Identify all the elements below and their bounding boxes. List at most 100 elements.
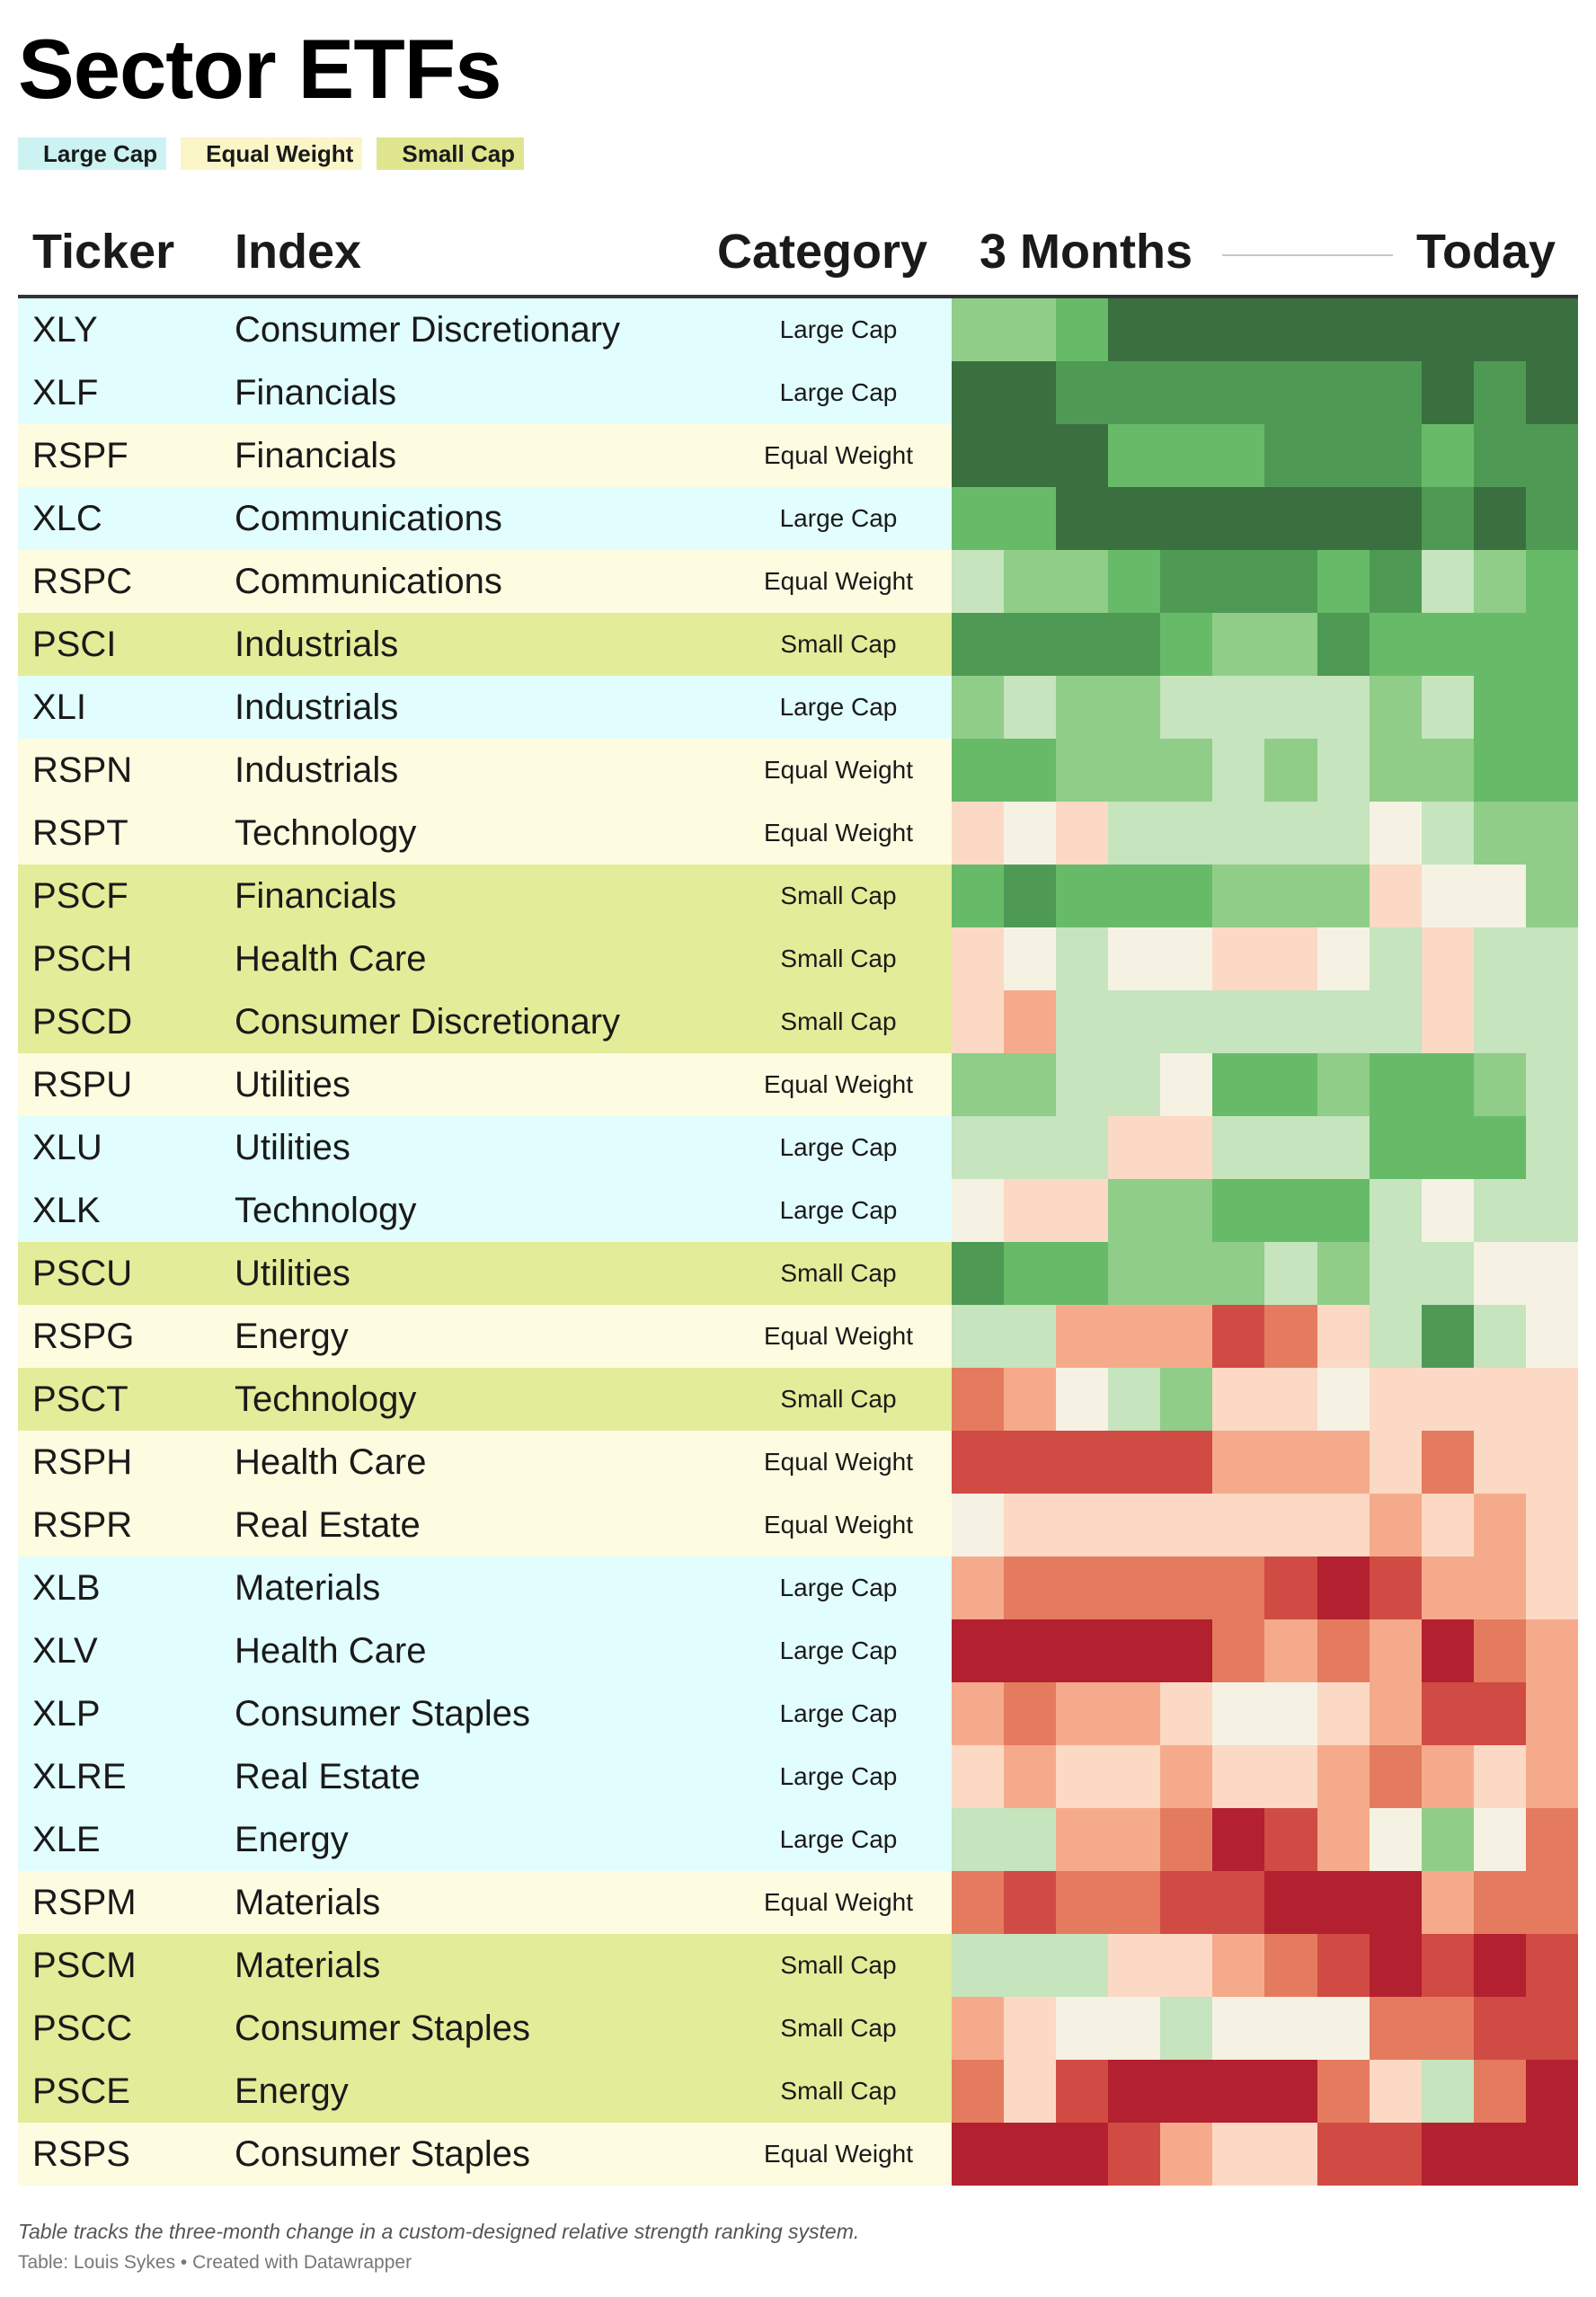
heatmap-cell	[1212, 613, 1265, 676]
heatmap-cell	[1473, 1368, 1526, 1431]
heatmap-strip	[952, 1808, 1578, 1871]
heatmap-cell	[1421, 1368, 1474, 1431]
heatmap-cell	[1421, 1305, 1474, 1368]
heatmap-cell	[1160, 990, 1213, 1053]
heatmap-cell	[1473, 1431, 1526, 1494]
heatmap-cell	[1317, 298, 1370, 361]
heatmap-cell	[1056, 1116, 1109, 1179]
table-row: RSPS Consumer Staples Equal Weight	[18, 2123, 1578, 2186]
heatmap-cell	[1108, 1179, 1161, 1242]
heatmap-cell	[1264, 298, 1317, 361]
row-category-band	[18, 1242, 952, 1305]
ticker-cell: PSCC	[32, 2009, 133, 2048]
heatmap-cell	[1525, 1305, 1578, 1368]
heatmap-cell	[1108, 1619, 1161, 1682]
category-cell: Large Cap	[779, 378, 898, 406]
heatmap-cell	[1056, 990, 1109, 1053]
category-cell: Small Cap	[780, 1259, 897, 1287]
header-index[interactable]: Index	[235, 225, 362, 279]
heatmap-cell	[1473, 1053, 1526, 1116]
heatmap-cell	[1317, 2123, 1370, 2186]
heatmap-cell	[1369, 1556, 1422, 1619]
row-category-band	[18, 1871, 952, 1934]
index-cell: Financials	[235, 436, 397, 475]
heatmap-cell	[1317, 865, 1370, 927]
heatmap-cell	[1317, 2060, 1370, 2123]
ticker-cell: RSPF	[32, 436, 129, 475]
heatmap-cell	[1160, 1619, 1213, 1682]
heatmap-cell	[1160, 1305, 1213, 1368]
ticker-cell: PSCI	[32, 625, 117, 664]
table-row: PSCH Health Care Small Cap	[18, 927, 1578, 990]
heatmap-cell	[1264, 424, 1317, 487]
heatmap-cell	[952, 739, 1005, 802]
heatmap-cell	[1004, 1808, 1057, 1871]
heatmap-cell	[1108, 424, 1161, 487]
table-row: XLY Consumer Discretionary Large Cap	[18, 298, 1578, 361]
heatmap-cell	[1473, 613, 1526, 676]
heatmap-cell	[1264, 1682, 1317, 1745]
heatmap-cell	[1421, 487, 1474, 550]
header-ticker[interactable]: Ticker	[32, 225, 175, 279]
heatmap-cell	[1473, 1997, 1526, 2060]
heatmap-cell	[1108, 865, 1161, 927]
category-cell: Equal Weight	[763, 1070, 914, 1098]
heatmap-cell	[1369, 1053, 1422, 1116]
heatmap-cell	[1160, 1494, 1213, 1556]
heatmap-cell	[1525, 2123, 1578, 2186]
heatmap-cell	[1108, 1116, 1161, 1179]
index-cell: Consumer Staples	[235, 2009, 531, 2048]
heatmap-cell	[1369, 2060, 1422, 2123]
row-category-band	[18, 1494, 952, 1556]
heatmap-cell	[952, 1494, 1005, 1556]
heatmap-cell	[1317, 1116, 1370, 1179]
table-row: RSPF Financials Equal Weight	[18, 424, 1578, 487]
row-category-band	[18, 487, 952, 550]
heatmap-cell	[1369, 739, 1422, 802]
category-cell: Large Cap	[779, 504, 898, 532]
heatmap-cell	[1317, 1053, 1370, 1116]
index-cell: Utilities	[235, 1254, 350, 1293]
heatmap-strip	[952, 1934, 1578, 1997]
heatmap-cell	[1369, 1116, 1422, 1179]
heatmap-cell	[1317, 1305, 1370, 1368]
heatmap-cell	[1369, 1997, 1422, 2060]
index-cell: Materials	[235, 1946, 381, 1985]
category-cell: Small Cap	[780, 1007, 897, 1035]
heatmap-cell	[1421, 1179, 1474, 1242]
heatmap-cell	[1317, 1808, 1370, 1871]
heatmap-cell	[1264, 1619, 1317, 1682]
heatmap-cell	[1421, 802, 1474, 865]
heatmap-cell	[1004, 802, 1057, 865]
heatmap-cell	[952, 1431, 1005, 1494]
heatmap-cell	[1056, 1556, 1109, 1619]
heatmap-cell	[1160, 1179, 1213, 1242]
ticker-cell: XLE	[32, 1820, 101, 1859]
heatmap-cell	[952, 1116, 1005, 1179]
legend-small-cap: Small Cap	[377, 137, 525, 170]
category-cell: Small Cap	[780, 1385, 897, 1413]
heatmap-cell	[1108, 1682, 1161, 1745]
heatmap-cell	[1525, 1368, 1578, 1431]
header-end: Today	[1416, 225, 1556, 279]
header-category[interactable]: Category	[717, 225, 928, 279]
heatmap-cell	[1212, 1242, 1265, 1305]
heatmap-cell	[1317, 361, 1370, 424]
table-row: PSCC Consumer Staples Small Cap	[18, 1997, 1578, 2060]
index-cell: Communications	[235, 499, 502, 538]
row-category-band	[18, 1431, 952, 1494]
index-cell: Real Estate	[235, 1505, 421, 1545]
heatmap-cell	[1473, 1745, 1526, 1808]
heatmap-strip	[952, 2123, 1578, 2186]
heatmap-cell	[1004, 865, 1057, 927]
heatmap-strip	[952, 2060, 1578, 2123]
heatmap-cell	[1056, 1871, 1109, 1934]
heatmap-cell	[1108, 1997, 1161, 2060]
heatmap-cell	[1264, 487, 1317, 550]
heatmap-cell	[1212, 2123, 1265, 2186]
heatmap-cell	[1421, 1116, 1474, 1179]
index-cell: Technology	[235, 1379, 417, 1419]
heatmap-cell	[1317, 739, 1370, 802]
row-category-band	[18, 1368, 952, 1431]
heatmap-cell	[1160, 1871, 1213, 1934]
